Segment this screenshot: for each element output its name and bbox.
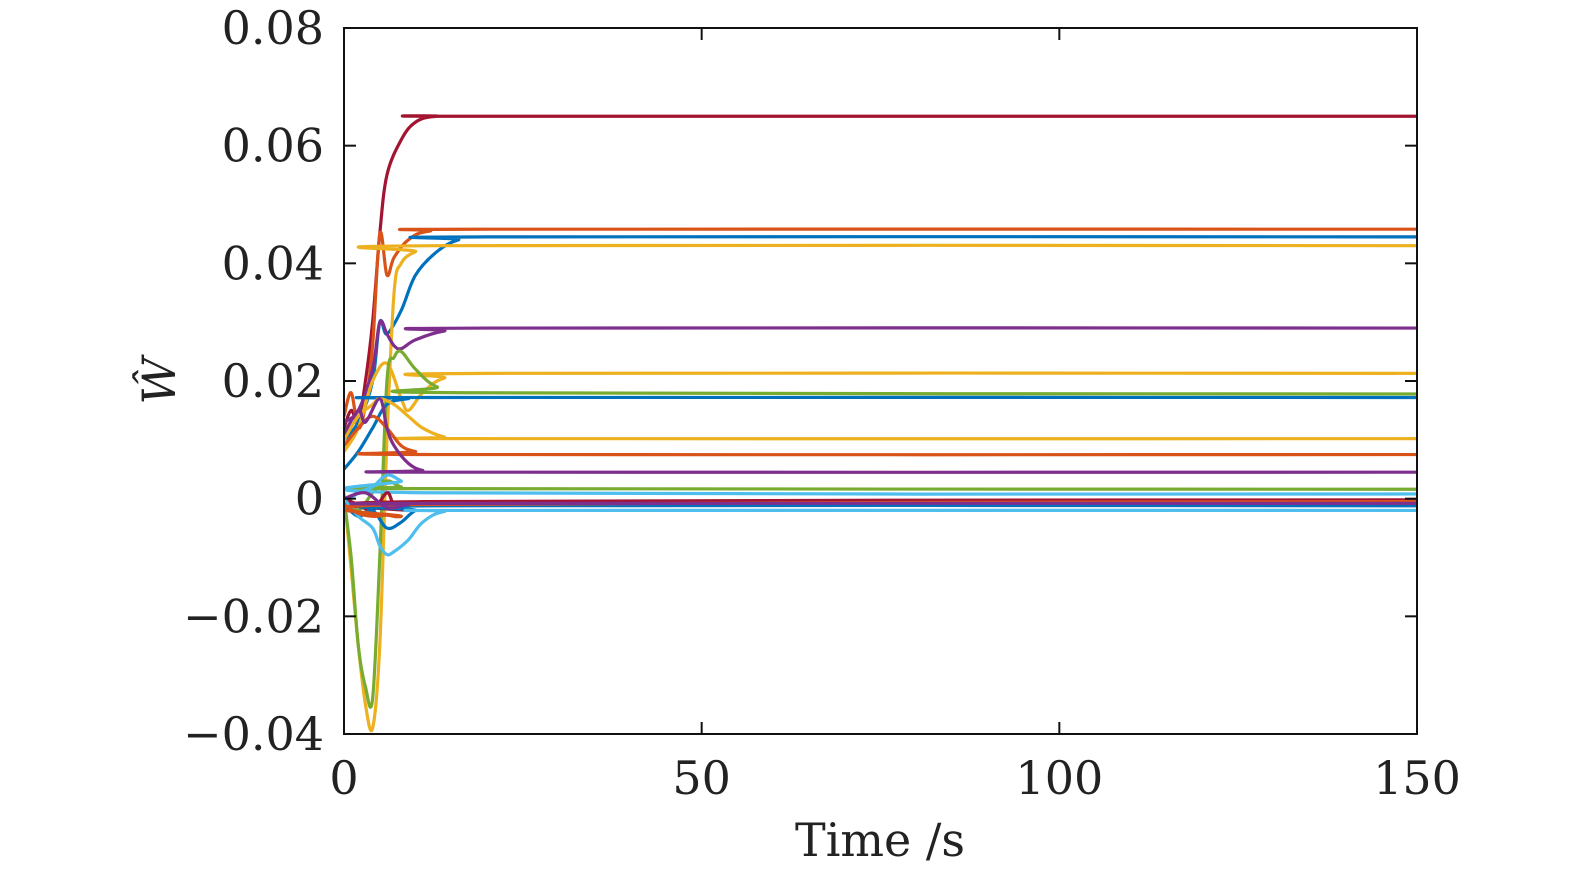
y-tick-label: 0	[295, 472, 324, 526]
series-line-16	[344, 497, 1417, 557]
y-tick-label: −0.04	[183, 707, 324, 761]
y-tick-label: 0.06	[222, 119, 324, 173]
x-axis-label: Time /s	[795, 813, 965, 867]
series-layer	[344, 114, 1417, 733]
series-line-13	[344, 473, 1417, 506]
y-axis-label: Ŵ	[131, 354, 186, 405]
series-line-3	[344, 235, 1417, 441]
series-line-15	[344, 503, 1417, 531]
series-line-5	[344, 319, 1417, 424]
y-tick-label: −0.02	[183, 589, 324, 643]
x-tick-label: 100	[1015, 751, 1103, 805]
series-line-1	[344, 114, 1417, 429]
y-tick-label: 0.02	[222, 354, 324, 408]
x-tick-label: 150	[1373, 751, 1461, 805]
series-line-8	[344, 395, 1417, 471]
y-tick-label: 0.04	[222, 236, 324, 290]
series-line-10	[344, 414, 1417, 457]
series-line-7	[344, 349, 1417, 709]
y-tick-label: 0.08	[222, 1, 324, 55]
series-line-11	[344, 397, 1417, 474]
x-tick-label: 50	[672, 751, 731, 805]
x-tick-label: 0	[329, 751, 358, 805]
series-line-9	[344, 397, 1417, 441]
plot-frame	[343, 27, 1418, 735]
series-line-18	[344, 490, 1417, 510]
ticks-layer: 0 50 100 150 −0.04 −0.02 0 0.02 0.04 0.06 0.08	[183, 1, 1461, 805]
